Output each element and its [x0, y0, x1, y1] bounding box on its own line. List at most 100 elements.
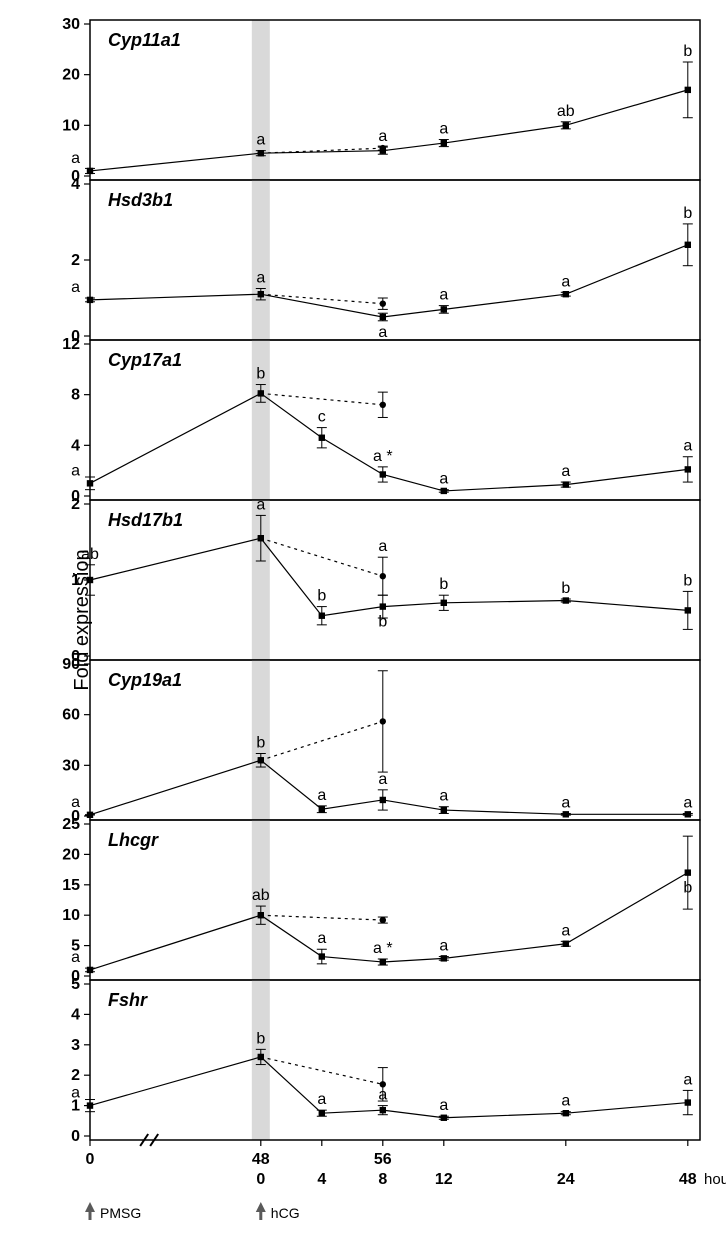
point-marker [685, 242, 691, 248]
point-label: a [439, 1097, 448, 1114]
figure-svg: 0102030Cyp11a1aaaaabb024Hsd3b1aaaaab0481… [0, 0, 726, 1245]
point-marker [258, 291, 264, 297]
point-label: a [439, 788, 448, 805]
point-marker [380, 718, 386, 724]
dotted-line [261, 915, 383, 920]
point-marker [685, 869, 691, 875]
point-marker [685, 607, 691, 613]
point-marker [563, 1110, 569, 1116]
panel-Cyp19a1: 0306090Cyp19a1abaaaaa [62, 656, 700, 825]
dotted-line [261, 538, 383, 576]
point-marker [380, 1107, 386, 1113]
solid-line [90, 760, 688, 815]
ytick-label: 25 [62, 816, 80, 833]
ytick-label: 10 [62, 907, 80, 924]
point-label: a [317, 1091, 326, 1108]
ytick-label: 10 [62, 117, 80, 134]
point-label: a * [373, 940, 393, 957]
solid-line [90, 393, 688, 491]
point-marker [319, 613, 325, 619]
ytick-label: 2 [71, 1067, 80, 1084]
ytick-label: 3 [71, 1037, 80, 1054]
point-label: b [256, 1030, 265, 1047]
point-marker [685, 466, 691, 472]
point-label: a [439, 121, 448, 138]
ytick-label: 20 [62, 67, 80, 84]
point-label: a [71, 279, 80, 296]
figure-stage: Fold expression 0102030Cyp11a1aaaaabb024… [0, 0, 726, 1245]
point-marker [319, 1110, 325, 1116]
point-marker [258, 150, 264, 156]
point-marker [563, 122, 569, 128]
injection-arrow-icon [85, 1202, 95, 1220]
point-marker [319, 806, 325, 812]
point-marker [258, 1054, 264, 1060]
hcg-band [252, 180, 270, 340]
panel-title: Fshr [108, 990, 148, 1010]
panel-title: Cyp17a1 [108, 350, 182, 370]
point-marker [441, 600, 447, 606]
point-label: a [378, 771, 387, 788]
point-marker [441, 488, 447, 494]
panel-border [90, 820, 700, 980]
point-label: a [439, 287, 448, 304]
ytick-label: 60 [62, 707, 80, 724]
panel-border [90, 980, 700, 1140]
point-marker [380, 402, 386, 408]
point-marker [563, 811, 569, 817]
point-label: a [71, 1085, 80, 1102]
point-label: a [378, 128, 387, 145]
point-label: b [683, 43, 692, 60]
panel-title: Cyp19a1 [108, 670, 182, 690]
point-marker [87, 168, 93, 174]
point-marker [87, 1102, 93, 1108]
point-marker [319, 953, 325, 959]
point-label: a [256, 132, 265, 149]
point-label: a [378, 1087, 387, 1104]
ytick-label: 2 [71, 252, 80, 269]
point-label: b [256, 735, 265, 752]
point-marker [441, 955, 447, 961]
point-label: a [317, 930, 326, 947]
point-marker [87, 812, 93, 818]
point-label: a [561, 922, 570, 939]
panel-Lhcgr: 0510152025Lhcgraabaa *aab [62, 816, 700, 985]
panel-title: Hsd3b1 [108, 190, 173, 210]
x-axis: 04856048122448hoursPMSGhCG [85, 1134, 726, 1221]
point-label: a * [373, 448, 393, 465]
point-marker [87, 967, 93, 973]
solid-line [90, 90, 688, 171]
point-marker [380, 797, 386, 803]
dotted-line [261, 294, 383, 304]
point-marker [380, 573, 386, 579]
point-label: a [71, 150, 80, 167]
point-label: b [561, 580, 570, 597]
point-label: a [256, 496, 265, 513]
point-label: b [683, 205, 692, 222]
panel-title: Hsd17b1 [108, 510, 183, 530]
point-marker [380, 917, 386, 923]
ytick-label: 5 [71, 976, 80, 993]
panel-Cyp11a1: 0102030Cyp11a1aaaaabb [62, 16, 700, 185]
point-label: a [71, 949, 80, 966]
point-marker [258, 757, 264, 763]
point-label: a [561, 463, 570, 480]
point-label: a [71, 794, 80, 811]
point-marker [319, 435, 325, 441]
point-label: a [378, 324, 387, 341]
solid-line [90, 538, 688, 616]
point-marker [380, 603, 386, 609]
point-label: c [318, 409, 326, 426]
ytick-label: 0 [71, 1128, 80, 1145]
point-marker [380, 301, 386, 307]
xtick-bottom: 0 [256, 1171, 265, 1188]
xtick-bottom: 48 [679, 1171, 697, 1188]
point-marker [563, 291, 569, 297]
ytick-label: 15 [62, 877, 80, 894]
injection-arrow-icon [256, 1202, 266, 1220]
point-label: a [683, 438, 692, 455]
ytick-label: 4 [71, 437, 80, 454]
point-label: b [378, 614, 387, 631]
point-marker [685, 811, 691, 817]
xtick-top: 56 [374, 1151, 392, 1168]
